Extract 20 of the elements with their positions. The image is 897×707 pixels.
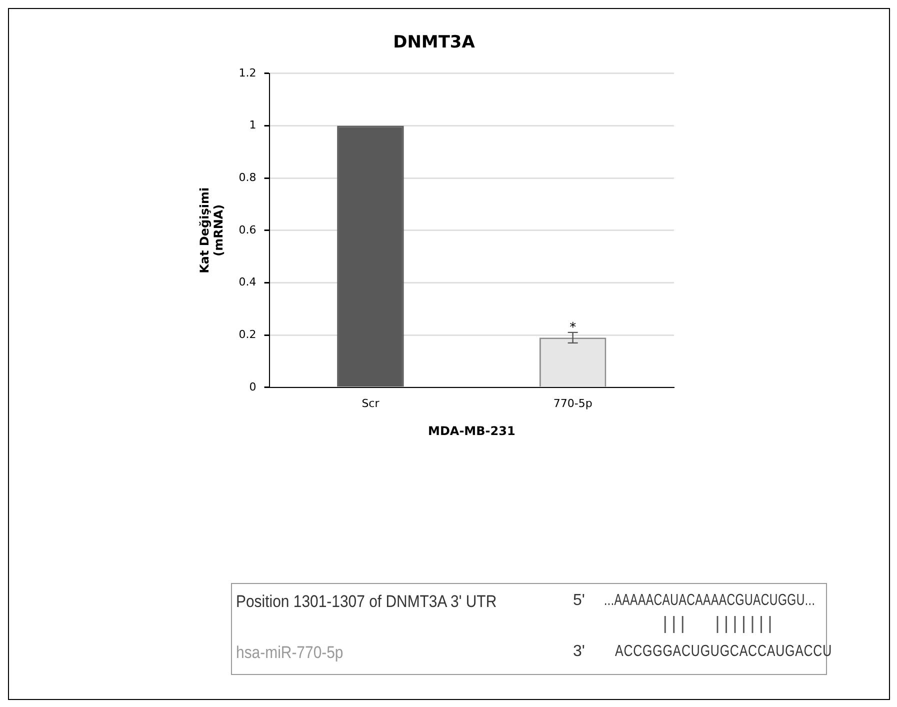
y-tick-label: 1 [249, 118, 256, 132]
text: ||| ||||||| [660, 614, 774, 634]
y-tick-label: 0.2 [238, 328, 256, 341]
x-tick-label: 770-5p [553, 396, 592, 410]
y-tick-label: 0 [249, 380, 256, 394]
x-axis-title: MDA-MB-231 [428, 424, 516, 438]
y-tick-label: 1.2 [238, 66, 256, 80]
text: Position 1301-1307 of DNMT3A 3' UTR [236, 592, 497, 612]
x-tick-label: Scr [362, 396, 380, 410]
y-tick-label: 0.6 [238, 223, 256, 236]
chart-title: DNMT3A [393, 32, 476, 53]
text: ...AAAAACAUACAAAACGUACUGGU... [604, 592, 816, 610]
text: 3' [573, 643, 585, 661]
text: ACCGGGACUGUGCACCAUGACCU [615, 643, 832, 661]
y-tick-label: 0.8 [238, 170, 256, 184]
annotation: * [570, 320, 577, 336]
y-tick-label: 0.4 [238, 276, 256, 289]
text: hsa-miR-770-5p [236, 643, 344, 663]
text: 5' [573, 592, 585, 610]
y-axis-title: Kat Değişimi (mRNA) [197, 187, 226, 274]
